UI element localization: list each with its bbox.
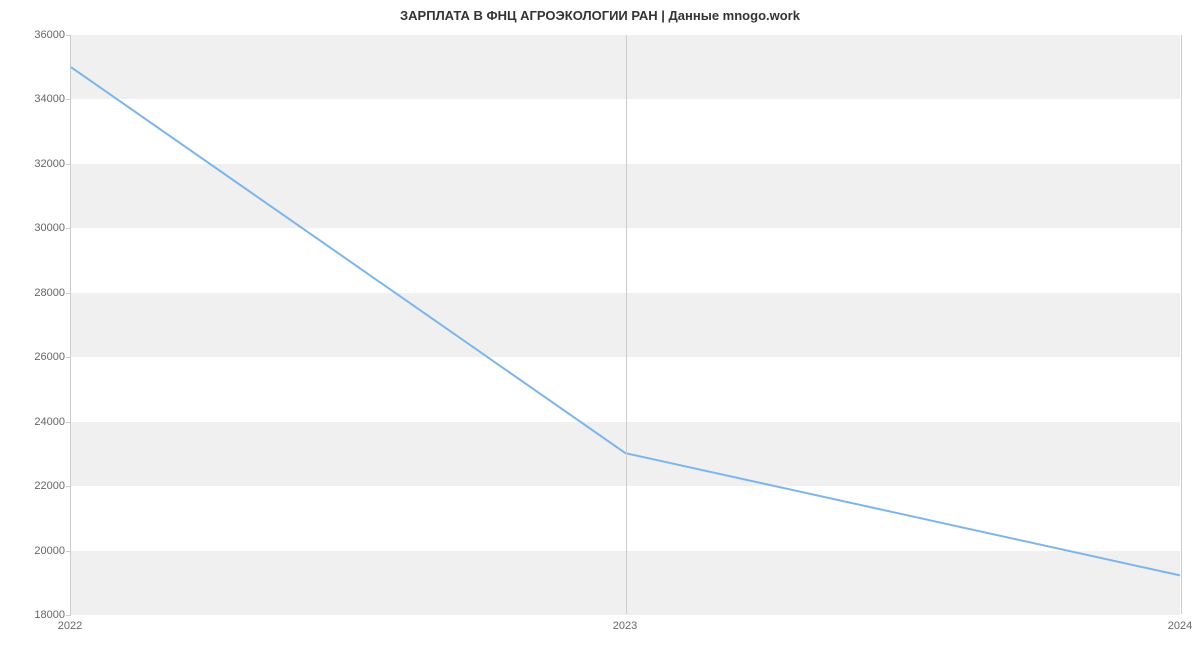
- plot-area: [70, 35, 1180, 615]
- y-tick-mark: [66, 35, 71, 36]
- y-tick-label: 28000: [5, 287, 65, 299]
- x-tick-label: 2022: [58, 620, 82, 632]
- y-tick-label: 26000: [5, 351, 65, 363]
- y-tick-mark: [66, 357, 71, 358]
- y-tick-label: 30000: [5, 222, 65, 234]
- y-tick-mark: [66, 422, 71, 423]
- y-tick-mark: [66, 486, 71, 487]
- y-tick-label: 18000: [5, 609, 65, 621]
- x-tick-label: 2023: [613, 620, 637, 632]
- y-tick-mark: [66, 293, 71, 294]
- y-tick-label: 34000: [5, 93, 65, 105]
- x-tick-label: 2024: [1168, 620, 1192, 632]
- y-tick-mark: [66, 99, 71, 100]
- y-tick-label: 36000: [5, 29, 65, 41]
- y-tick-label: 24000: [5, 416, 65, 428]
- y-tick-mark: [66, 615, 71, 616]
- y-tick-label: 20000: [5, 545, 65, 557]
- y-tick-mark: [66, 551, 71, 552]
- y-tick-mark: [66, 164, 71, 165]
- y-tick-mark: [66, 228, 71, 229]
- x-gridline: [1181, 35, 1182, 614]
- y-tick-label: 32000: [5, 158, 65, 170]
- line-series-svg: [71, 35, 1180, 614]
- line-series: [71, 67, 1180, 575]
- y-tick-label: 22000: [5, 480, 65, 492]
- chart-container: ЗАРПЛАТА В ФНЦ АГРОЭКОЛОГИИ РАН | Данные…: [0, 0, 1200, 650]
- chart-title: ЗАРПЛАТА В ФНЦ АГРОЭКОЛОГИИ РАН | Данные…: [0, 8, 1200, 23]
